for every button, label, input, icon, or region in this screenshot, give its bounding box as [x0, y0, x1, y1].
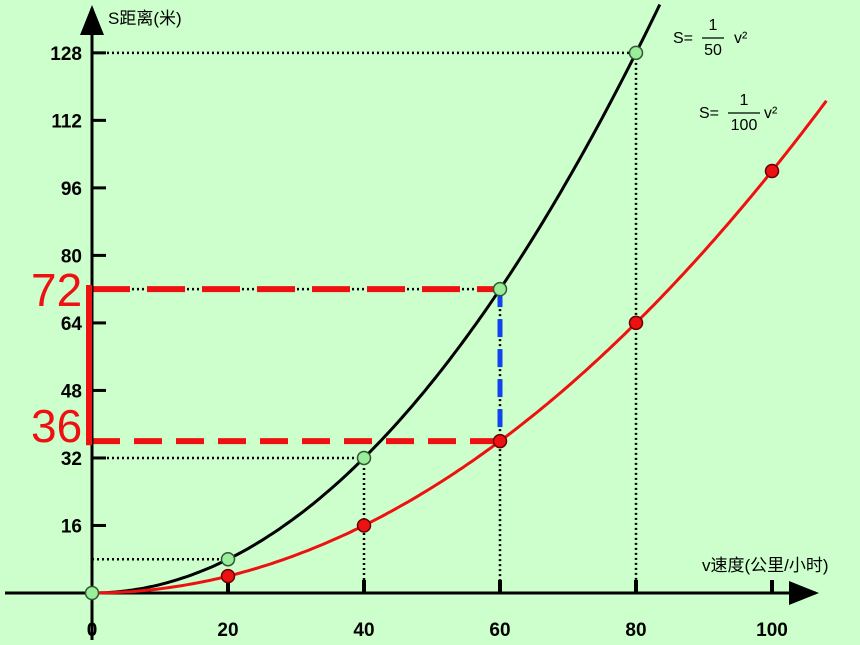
red-data-point: [764, 163, 780, 179]
curve-s-1-50: [92, 3, 662, 595]
guide-lines: [92, 51, 638, 593]
black-curve-data-point: [356, 450, 372, 466]
x-tick-label: 100: [756, 620, 788, 641]
formula-denominator: 100: [731, 117, 758, 134]
formula-label-black-curve: S= 1 50 v²: [673, 17, 748, 59]
annotation-value-72: 72: [31, 264, 82, 316]
red-data-point: [356, 518, 372, 533]
black-curve-data-point: [220, 551, 236, 567]
formula-numerator: 1: [709, 17, 718, 34]
axes: [5, 5, 819, 640]
black-curve-data-point: [628, 45, 644, 61]
x-tick-label: 40: [353, 620, 374, 641]
y-tick-label: 128: [50, 44, 82, 65]
y-axis-title: S距离(米): [108, 9, 182, 28]
y-tick-label: 16: [61, 516, 82, 537]
formula-suffix: v²: [734, 30, 748, 47]
x-tick-label: 20: [217, 620, 238, 641]
axis-ticks: 16 32 48 64 80 96 112 128 0 20 40 60 80 100: [50, 44, 788, 641]
formula-numerator: 1: [740, 92, 749, 109]
formula-suffix: v²: [764, 105, 778, 122]
y-tick-label: 80: [61, 246, 82, 267]
y-tick-label: 48: [61, 381, 82, 402]
formula-prefix: S=: [673, 30, 693, 47]
data-points: [84, 45, 780, 601]
annotation-value-36: 36: [31, 400, 82, 452]
curves: [92, 3, 828, 595]
y-tick-label: 112: [51, 111, 82, 132]
curve-s-1-100: [92, 99, 828, 595]
origin-point: [84, 585, 100, 601]
x-axis-title: v速度(公里/小时): [702, 556, 829, 575]
red-data-point: [220, 568, 236, 584]
x-tick-label: 0: [87, 620, 98, 641]
red-data-point: [492, 433, 508, 449]
formula-prefix: S=: [699, 105, 719, 122]
black-curve-data-point: [492, 281, 508, 297]
formula-denominator: 50: [704, 42, 722, 59]
x-tick-label: 80: [625, 620, 646, 641]
y-tick-label: 96: [61, 179, 82, 200]
x-tick-label: 60: [489, 620, 510, 641]
y-tick-label: 32: [61, 449, 82, 470]
red-data-point: [628, 315, 644, 331]
y-tick-label: 64: [61, 314, 83, 335]
formula-label-red-curve: S= 1 100 v²: [699, 92, 778, 134]
